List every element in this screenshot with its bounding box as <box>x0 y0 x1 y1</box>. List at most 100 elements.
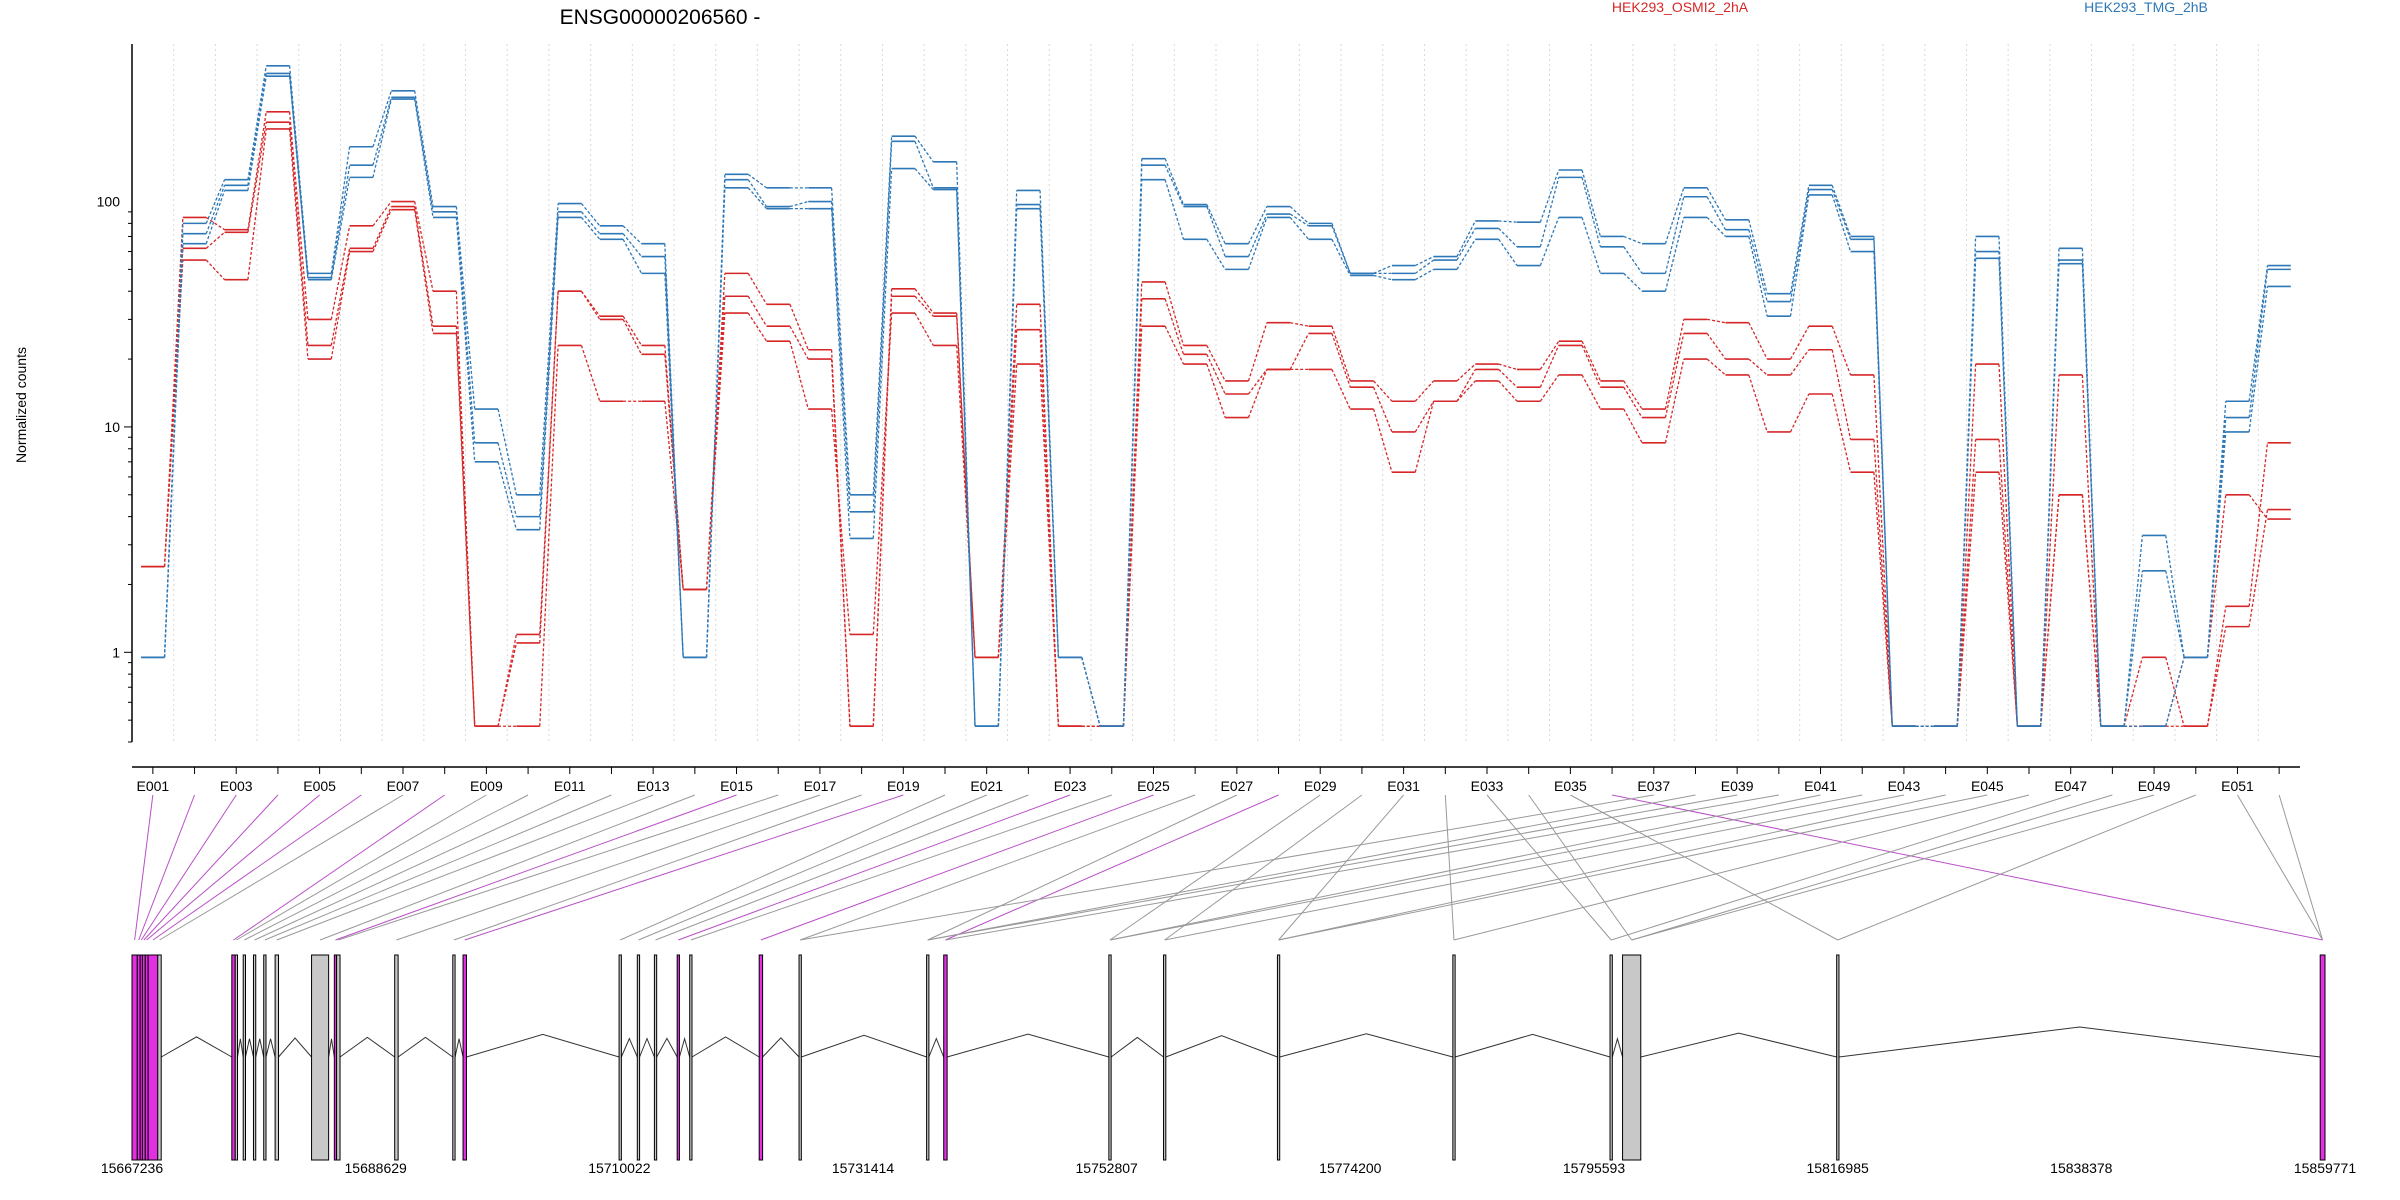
genomic-tick-label: 15838378 <box>2050 1160 2113 1176</box>
series-connector <box>330 251 351 360</box>
series-connector <box>1206 363 1226 418</box>
series-connector <box>330 248 351 346</box>
series-connector <box>1372 408 1393 473</box>
series-connector <box>1373 274 1393 281</box>
x-tick-label: E003 <box>220 778 253 794</box>
exon-E009 <box>234 954 239 1161</box>
connector-line <box>396 794 821 941</box>
series-connector <box>163 217 184 567</box>
connector-line <box>1444 794 1455 941</box>
series-connector <box>372 209 392 252</box>
intron <box>1110 1036 1164 1058</box>
x-tick-label: E033 <box>1471 778 1504 794</box>
series-connector <box>1498 380 1518 402</box>
exon-E017 <box>394 954 399 1161</box>
series-connector <box>1247 369 1268 418</box>
series-connector <box>622 315 643 346</box>
series-connector <box>2248 494 2268 520</box>
series-connector <box>288 128 309 360</box>
series-connector <box>1623 235 1643 245</box>
series-connector <box>330 146 351 274</box>
series-connector <box>2248 286 2269 433</box>
series-connector <box>497 442 518 517</box>
series-connector <box>1206 354 1226 395</box>
exon-E020 <box>618 954 622 1161</box>
genomic-tick-label: 15774200 <box>1319 1160 1382 1176</box>
intron <box>265 1038 276 1058</box>
exon-E033 <box>1609 954 1613 1161</box>
connector-line <box>134 794 154 941</box>
connector-line <box>1631 794 2113 941</box>
series-connector <box>1623 246 1643 274</box>
y-axis-label: Normalized counts <box>13 347 29 463</box>
series-connector <box>2248 442 2269 607</box>
series-connector <box>1331 223 1351 274</box>
series-connector <box>914 295 934 317</box>
series-connector <box>997 364 1018 658</box>
series-6 <box>141 75 2291 728</box>
y-tick-label: 100 <box>97 194 121 210</box>
series-connector <box>539 291 559 644</box>
connector-line <box>620 794 946 941</box>
connector-line <box>927 794 1696 941</box>
connector-line <box>1278 794 1946 941</box>
series-connector <box>1873 239 1893 727</box>
intron <box>245 1038 254 1058</box>
series-connector <box>1831 185 1852 237</box>
series-connector <box>497 634 518 727</box>
series-connector <box>1748 229 1768 302</box>
series-connector <box>789 200 809 208</box>
series-connector <box>1873 472 1893 727</box>
exon-connectors <box>134 794 2324 941</box>
y-axis: 1 10 100 <box>97 44 133 743</box>
exon-E036 <box>2319 954 2326 1161</box>
chart-title: ENSG00000206560 - <box>560 6 761 29</box>
series-connector <box>1789 325 1810 360</box>
series-connector <box>1706 358 1726 376</box>
series-connector <box>830 187 851 495</box>
exon-E032 <box>1452 954 1456 1161</box>
connector-line <box>678 794 1071 941</box>
series-connector <box>1873 374 1893 727</box>
genomic-coordinate-axis: 15667236 15688629 15710022 15731414 15752807… <box>101 1160 2357 1176</box>
series-connector <box>1831 194 1852 252</box>
x-tick-label: E011 <box>554 778 586 794</box>
connector-line <box>1278 794 1404 941</box>
series-connector <box>1122 326 1143 727</box>
series-connector <box>288 73 309 278</box>
x-tick-label: E039 <box>1721 778 1754 794</box>
series-connector <box>664 256 684 658</box>
series-connector <box>1664 358 1685 443</box>
series-connector <box>1456 228 1476 261</box>
x-tick-label: E045 <box>1971 778 2004 794</box>
series-connector <box>1539 169 1560 223</box>
exon-E034 <box>1622 954 1642 1161</box>
connector-line <box>1164 794 1905 941</box>
series-connector <box>1623 380 1643 410</box>
series-connector <box>2248 265 2269 402</box>
x-tick-label: E019 <box>887 778 920 794</box>
series-connector <box>872 141 893 512</box>
series-connector <box>830 201 851 512</box>
gene-model <box>131 954 2326 1161</box>
series-connector <box>1122 298 1143 727</box>
series-connector <box>455 326 476 727</box>
series-connector <box>747 179 768 207</box>
series-connector <box>705 313 726 590</box>
series-connector <box>872 296 893 727</box>
series-connector <box>1664 196 1685 274</box>
series-3 <box>141 128 2291 728</box>
exon-E025 <box>758 954 764 1161</box>
intron <box>466 1033 620 1058</box>
exon-E018 <box>452 954 456 1161</box>
series-connector <box>1956 439 1977 727</box>
series-connector <box>1498 220 1518 223</box>
series-connector <box>1289 333 1310 370</box>
series-connector <box>205 190 226 244</box>
intron <box>639 1037 655 1058</box>
series-connector <box>1623 408 1643 444</box>
x-tick-label: E035 <box>1554 778 1587 794</box>
series-connector <box>1206 204 1226 244</box>
series-connector <box>747 273 768 305</box>
connector-line <box>138 794 196 941</box>
